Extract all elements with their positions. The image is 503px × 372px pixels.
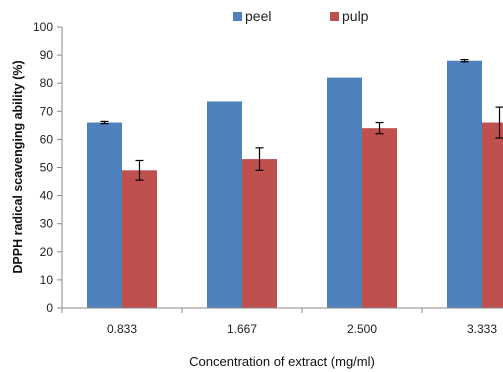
x-axis-ticks: 0.833 1.667 2.500 3.333: [61, 308, 497, 336]
bar-pulp: [122, 170, 157, 308]
bar-pulp: [482, 122, 503, 308]
x-tick-label: 2.500: [347, 322, 377, 336]
y-tick-label: 0: [46, 301, 53, 315]
error-bars: [100, 58, 503, 181]
y-tick-label: 70: [40, 104, 54, 118]
bar-peel: [207, 101, 242, 308]
axes: [61, 27, 503, 309]
y-axis-ticks: 0 10 20 30 40 50 60 70 80 90 100: [33, 20, 62, 315]
x-tick-label: 0.833: [107, 322, 137, 336]
y-tick-label: 80: [40, 76, 54, 90]
y-tick-label: 40: [40, 189, 54, 203]
bar-pulp: [242, 159, 277, 308]
legend-label-peel: peel: [245, 8, 271, 24]
y-tick-label: 60: [40, 132, 54, 146]
bar-peel: [327, 77, 362, 308]
bar-peel: [87, 122, 122, 308]
y-tick-label: 90: [40, 48, 54, 62]
legend-label-pulp: pulp: [342, 8, 369, 24]
y-axis-title: DPPH radical scavenging ability (%): [11, 60, 25, 273]
bar-peel: [447, 60, 482, 308]
legend: peel pulp: [233, 8, 369, 24]
legend-swatch-pulp: [330, 12, 339, 21]
bars: [87, 60, 503, 308]
x-axis-title: Concentration of extract (mg/ml): [189, 354, 375, 369]
legend-swatch-peel: [233, 12, 242, 21]
y-tick-label: 10: [40, 273, 54, 287]
y-tick-label: 30: [40, 217, 54, 231]
y-tick-label: 20: [40, 245, 54, 259]
bar-pulp: [362, 128, 397, 308]
y-tick-label: 50: [40, 161, 54, 175]
x-tick-label: 3.333: [467, 322, 497, 336]
y-tick-label: 100: [33, 20, 53, 34]
x-tick-label: 1.667: [227, 322, 257, 336]
